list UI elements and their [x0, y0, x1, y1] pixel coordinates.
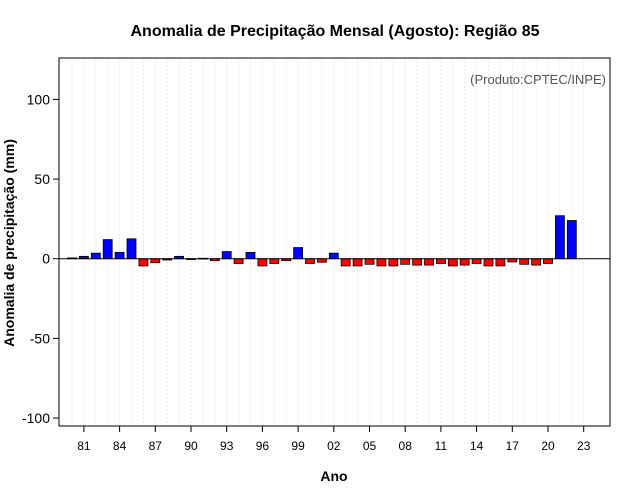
bar-09: [412, 258, 423, 266]
chart-title: Anomalia de Precipitação Mensal (Agosto)…: [131, 23, 540, 40]
bar-86: [138, 258, 149, 267]
x-tick-label: 93: [220, 439, 234, 453]
bar-18: [519, 258, 530, 265]
x-axis-ticks: 81 84 87 90 93 96 99 02 05 08 11 14 17 20 23: [77, 426, 591, 453]
bar-07: [388, 258, 399, 267]
bar-84: [114, 251, 125, 260]
x-tick-label: 02: [327, 439, 341, 453]
x-tick-label: 96: [256, 439, 270, 453]
grid-lines: [71, 58, 585, 426]
bar-22: [566, 220, 577, 260]
bar-99: [293, 247, 304, 260]
y-tick-label: -100: [22, 410, 50, 426]
x-tick-label: 84: [113, 439, 127, 453]
x-axis-label: Ano: [320, 468, 347, 484]
x-tick-label: 81: [77, 439, 91, 453]
bar-82: [90, 252, 101, 260]
x-tick-label: 08: [399, 439, 413, 453]
plot-frame: [58, 57, 611, 427]
y-tick-label: 50: [34, 171, 50, 187]
y-tick-label: 100: [27, 91, 51, 107]
bar-05: [364, 258, 375, 265]
bar-13: [459, 258, 470, 266]
bar-97: [269, 258, 280, 264]
bar-11: [435, 258, 446, 264]
y-tick-label: -50: [30, 330, 50, 346]
bar-10: [424, 258, 434, 266]
credit-label: (Produto:CPTEC/INPE): [470, 72, 606, 87]
bar-95: [245, 251, 256, 260]
bar-16: [495, 258, 506, 267]
y-axis-ticks: -100 -50 0 50 100: [22, 91, 59, 426]
bar-85: [126, 238, 137, 260]
bar-21: [555, 215, 565, 260]
bar-20: [543, 258, 553, 264]
bar-87: [150, 258, 161, 264]
x-tick-label: 23: [577, 439, 591, 453]
bar-08: [400, 258, 411, 265]
bar-19: [531, 258, 541, 266]
bar-94: [233, 258, 244, 264]
bar-03: [340, 258, 351, 267]
x-tick-label: 99: [291, 439, 305, 453]
bar-02: [328, 252, 339, 260]
bar-93: [221, 251, 232, 260]
x-tick-label: 90: [184, 439, 198, 453]
bar-83: [102, 239, 113, 260]
bar-06: [376, 258, 387, 267]
x-tick-label: 05: [363, 439, 377, 453]
bar-04: [352, 258, 363, 267]
bar-15: [483, 258, 494, 267]
y-tick-label: 0: [42, 251, 50, 267]
bar-00: [305, 258, 315, 264]
x-tick-label: 11: [435, 439, 448, 453]
x-tick-label: 20: [541, 439, 555, 453]
x-tick-label: 17: [506, 439, 520, 453]
bar-01: [316, 258, 327, 263]
y-axis-label: Anomalia de precipitação (mm): [1, 139, 17, 347]
bar-96: [257, 258, 268, 267]
bar-12: [447, 258, 458, 267]
x-tick-label: 87: [149, 439, 163, 453]
bar-14: [471, 258, 482, 264]
x-tick-label: 14: [470, 439, 484, 453]
